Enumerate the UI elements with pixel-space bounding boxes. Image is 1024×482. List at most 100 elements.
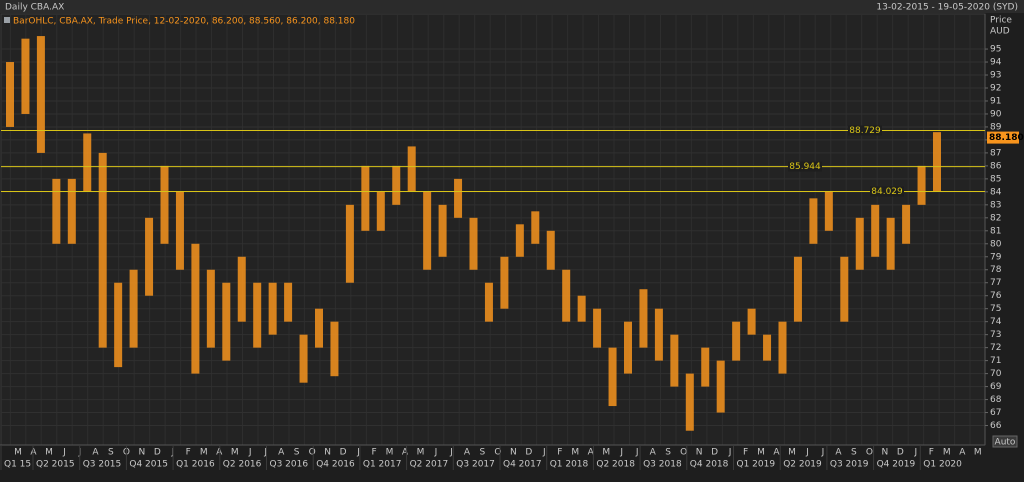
x-quarter-label: Q4 2018	[690, 460, 729, 470]
price-range-bar	[407, 146, 416, 192]
x-month-label: N	[324, 448, 331, 458]
y-tick-label: 89	[990, 122, 1002, 132]
x-month-label: J	[821, 448, 825, 458]
price-range-bar	[654, 308, 663, 361]
x-month-label: A	[588, 448, 595, 458]
legend-icon	[4, 17, 10, 23]
price-range-bar	[284, 282, 293, 322]
x-month-label: M	[45, 448, 53, 458]
price-range-bar	[454, 178, 463, 218]
x-month-label: A	[959, 448, 966, 458]
x-month-label: D	[897, 448, 904, 458]
x-month-label: M	[571, 448, 579, 458]
x-month-label: J	[248, 448, 252, 458]
x-quarter-label: Q2 2016	[223, 460, 262, 470]
y-tick-label: 75	[990, 304, 1001, 314]
x-month-label: J	[542, 448, 546, 458]
y-tick-label: 83	[990, 200, 1001, 210]
x-quarter-label: Q1 2018	[550, 460, 589, 470]
x-month-label: A	[464, 448, 471, 458]
x-month-label: O	[494, 448, 501, 458]
x-quarter-label: Q4 2016	[316, 460, 355, 470]
x-quarter-label: Q3 2017	[456, 460, 495, 470]
price-range-bar	[747, 308, 756, 335]
x-month-label: F	[743, 448, 748, 458]
x-month-label: D	[154, 448, 161, 458]
price-range-bar	[701, 347, 710, 387]
y-tick-label: 68	[990, 395, 1002, 405]
last-price-tag	[987, 131, 1019, 144]
price-range-bar	[732, 321, 741, 361]
price-range-bar	[376, 191, 385, 231]
x-quarter-label: Q2 2019	[783, 460, 822, 470]
price-range-bar	[855, 217, 864, 270]
y-tick-label: 80	[990, 239, 1002, 249]
x-month-label: O	[309, 448, 316, 458]
legend: BarOHLC, CBA.AX, Trade Price, 12-02-2020…	[13, 17, 355, 27]
price-range-bar	[114, 282, 123, 368]
price-range-bar	[593, 308, 602, 348]
y-tick-label: 91	[990, 96, 1001, 106]
price-range-bar	[685, 373, 694, 431]
y-tick-label: 66	[990, 421, 1002, 431]
price-range-bar	[423, 191, 432, 270]
price-range-bar	[670, 334, 679, 387]
x-month-label: J	[449, 448, 453, 458]
x-quarter-label: Q3 2019	[830, 460, 869, 470]
x-month-label: A	[278, 448, 285, 458]
x-month-label: J	[434, 448, 438, 458]
x-month-label: N	[138, 448, 145, 458]
x-quarter-label: Q2 2015	[36, 460, 75, 470]
price-range-bar	[36, 36, 45, 153]
x-month-label: D	[711, 448, 718, 458]
price-range-bar	[52, 178, 61, 244]
y-tick-label: 69	[990, 382, 1002, 392]
last-price-label: 88.180	[989, 133, 1024, 143]
x-month-label: O	[866, 448, 873, 458]
auto-button-label[interactable]: Auto	[995, 438, 1016, 448]
x-month-label: J	[914, 448, 918, 458]
price-range-bar	[345, 204, 354, 283]
y-tick-label: 79	[990, 252, 1002, 262]
price-range-bar	[206, 269, 215, 348]
x-month-label: A	[650, 448, 657, 458]
x-quarter-label: Q3 2018	[643, 460, 682, 470]
x-month-label: M	[231, 448, 239, 458]
x-month-label: A	[835, 448, 842, 458]
price-range-bar	[716, 360, 725, 413]
price-range-bar	[778, 321, 787, 374]
price-range-bar	[98, 152, 107, 348]
x-quarter-label: Q4 2015	[129, 460, 168, 470]
price-range-bar	[902, 204, 911, 244]
price-range-bar	[83, 133, 92, 192]
x-month-label: M	[788, 448, 796, 458]
price-range-bar	[392, 165, 401, 205]
price-range-bar	[608, 347, 617, 407]
x-month-label: J	[263, 448, 267, 458]
x-quarter-label: Q2 2018	[596, 460, 635, 470]
price-range-bar	[6, 62, 14, 127]
price-range-bar	[222, 282, 231, 361]
x-month-label: A	[92, 448, 99, 458]
x-month-label: S	[108, 448, 114, 458]
y-tick-label: 74	[990, 317, 1002, 327]
x-month-label: S	[851, 448, 857, 458]
level-label-bg	[848, 125, 882, 136]
price-range-bar	[824, 191, 833, 231]
auto-button[interactable]	[992, 435, 1018, 448]
price-range-bar	[237, 256, 246, 322]
x-month-label: A	[30, 448, 37, 458]
x-month-label: M	[14, 448, 22, 458]
x-month-label: J	[805, 448, 809, 458]
y-tick-label: 85	[990, 174, 1001, 184]
x-month-label: N	[510, 448, 517, 458]
price-range-bar	[330, 321, 339, 377]
x-month-label: J	[356, 448, 360, 458]
x-month-label: M	[200, 448, 208, 458]
x-month-label: D	[340, 448, 347, 458]
x-month-label: N	[882, 448, 889, 458]
x-month-label: F	[557, 448, 562, 458]
price-range-bar	[361, 165, 370, 231]
price-range-bar	[840, 256, 849, 322]
